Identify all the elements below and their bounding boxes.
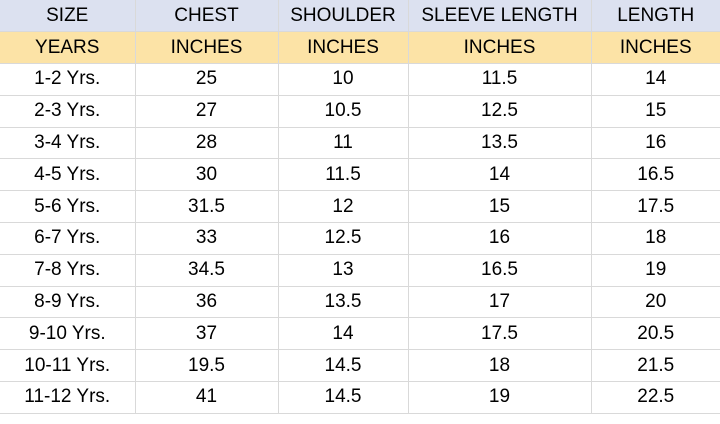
cell-length: 17.5	[591, 190, 720, 223]
cell-length: 21.5	[591, 349, 720, 382]
cell-size: 10-11 Yrs.	[0, 349, 136, 382]
cell-shoulder: 14.5	[278, 381, 409, 414]
cell-size: 7-8 Yrs.	[0, 254, 136, 287]
cell-shoulder: 11	[278, 127, 409, 160]
table-row: 6-7 Yrs. 33 12.5 16 18	[0, 222, 720, 255]
cell-size: 4-5 Yrs.	[0, 158, 136, 192]
table-row: 9-10 Yrs. 37 14 17.5 20.5	[0, 317, 720, 351]
cell-length: 22.5	[591, 381, 720, 414]
cell-length: 16.5	[591, 158, 720, 192]
cell-sleeve-length: 18	[408, 349, 592, 382]
table-row: 11-12 Yrs. 41 14.5 19 22.5	[0, 381, 720, 414]
cell-sleeve-length: 17	[408, 286, 592, 319]
unit-cell-years: YEARS	[0, 31, 136, 64]
cell-shoulder: 14	[278, 317, 409, 351]
cell-sleeve-length: 11.5	[408, 63, 592, 96]
header-cell-sleeve-length: SLEEVE LENGTH	[408, 0, 592, 32]
table-row: 1-2 Yrs. 25 10 11.5 14	[0, 63, 720, 96]
cell-chest: 28	[135, 127, 279, 160]
table-row: 3-4 Yrs. 28 11 13.5 16	[0, 127, 720, 160]
unit-cell-chest: INCHES	[135, 31, 279, 64]
cell-size: 8-9 Yrs.	[0, 286, 136, 319]
cell-sleeve-length: 12.5	[408, 95, 592, 128]
cell-length: 15	[591, 95, 720, 128]
cell-sleeve-length: 17.5	[408, 317, 592, 351]
cell-shoulder: 13	[278, 254, 409, 287]
cell-length: 14	[591, 63, 720, 96]
table-row: 8-9 Yrs. 36 13.5 17 20	[0, 286, 720, 319]
cell-size: 9-10 Yrs.	[0, 317, 136, 351]
cell-length: 19	[591, 254, 720, 287]
cell-chest: 34.5	[135, 254, 279, 287]
cell-chest: 25	[135, 63, 279, 96]
table-row: 4-5 Yrs. 30 11.5 14 16.5	[0, 158, 720, 192]
cell-chest: 31.5	[135, 190, 279, 223]
cell-size: 2-3 Yrs.	[0, 95, 136, 128]
table-row: 5-6 Yrs. 31.5 12 15 17.5	[0, 190, 720, 223]
cell-shoulder: 10	[278, 63, 409, 96]
cell-shoulder: 11.5	[278, 158, 409, 192]
cell-sleeve-length: 19	[408, 381, 592, 414]
table-row: 2-3 Yrs. 27 10.5 12.5 15	[0, 95, 720, 128]
cell-chest: 19.5	[135, 349, 279, 382]
cell-sleeve-length: 14	[408, 158, 592, 192]
cell-size: 1-2 Yrs.	[0, 63, 136, 96]
cell-chest: 36	[135, 286, 279, 319]
cell-sleeve-length: 16.5	[408, 254, 592, 287]
cell-size: 6-7 Yrs.	[0, 222, 136, 255]
cell-shoulder: 12	[278, 190, 409, 223]
cell-length: 20.5	[591, 317, 720, 351]
cell-chest: 33	[135, 222, 279, 255]
cell-sleeve-length: 15	[408, 190, 592, 223]
header-row: SIZE CHEST SHOULDER SLEEVE LENGTH LENGTH	[0, 0, 720, 32]
cell-size: 5-6 Yrs.	[0, 190, 136, 223]
header-cell-shoulder: SHOULDER	[278, 0, 409, 32]
cell-chest: 30	[135, 158, 279, 192]
unit-cell-shoulder: INCHES	[278, 31, 409, 64]
cell-length: 16	[591, 127, 720, 160]
header-cell-chest: CHEST	[135, 0, 279, 32]
cell-chest: 41	[135, 381, 279, 414]
cell-length: 20	[591, 286, 720, 319]
table-row: 7-8 Yrs. 34.5 13 16.5 19	[0, 254, 720, 287]
cell-chest: 37	[135, 317, 279, 351]
cell-size: 11-12 Yrs.	[0, 381, 136, 414]
cell-sleeve-length: 13.5	[408, 127, 592, 160]
cell-size: 3-4 Yrs.	[0, 127, 136, 160]
table-row: 10-11 Yrs. 19.5 14.5 18 21.5	[0, 349, 720, 382]
unit-cell-sleeve-length: INCHES	[408, 31, 592, 64]
cell-shoulder: 13.5	[278, 286, 409, 319]
cell-shoulder: 14.5	[278, 349, 409, 382]
cell-shoulder: 10.5	[278, 95, 409, 128]
header-cell-length: LENGTH	[591, 0, 720, 32]
unit-row: YEARS INCHES INCHES INCHES INCHES	[0, 31, 720, 64]
header-cell-size: SIZE	[0, 0, 136, 32]
cell-sleeve-length: 16	[408, 222, 592, 255]
cell-shoulder: 12.5	[278, 222, 409, 255]
size-chart-table: SIZE CHEST SHOULDER SLEEVE LENGTH LENGTH…	[0, 0, 720, 414]
unit-cell-length: INCHES	[591, 31, 720, 64]
cell-chest: 27	[135, 95, 279, 128]
cell-length: 18	[591, 222, 720, 255]
